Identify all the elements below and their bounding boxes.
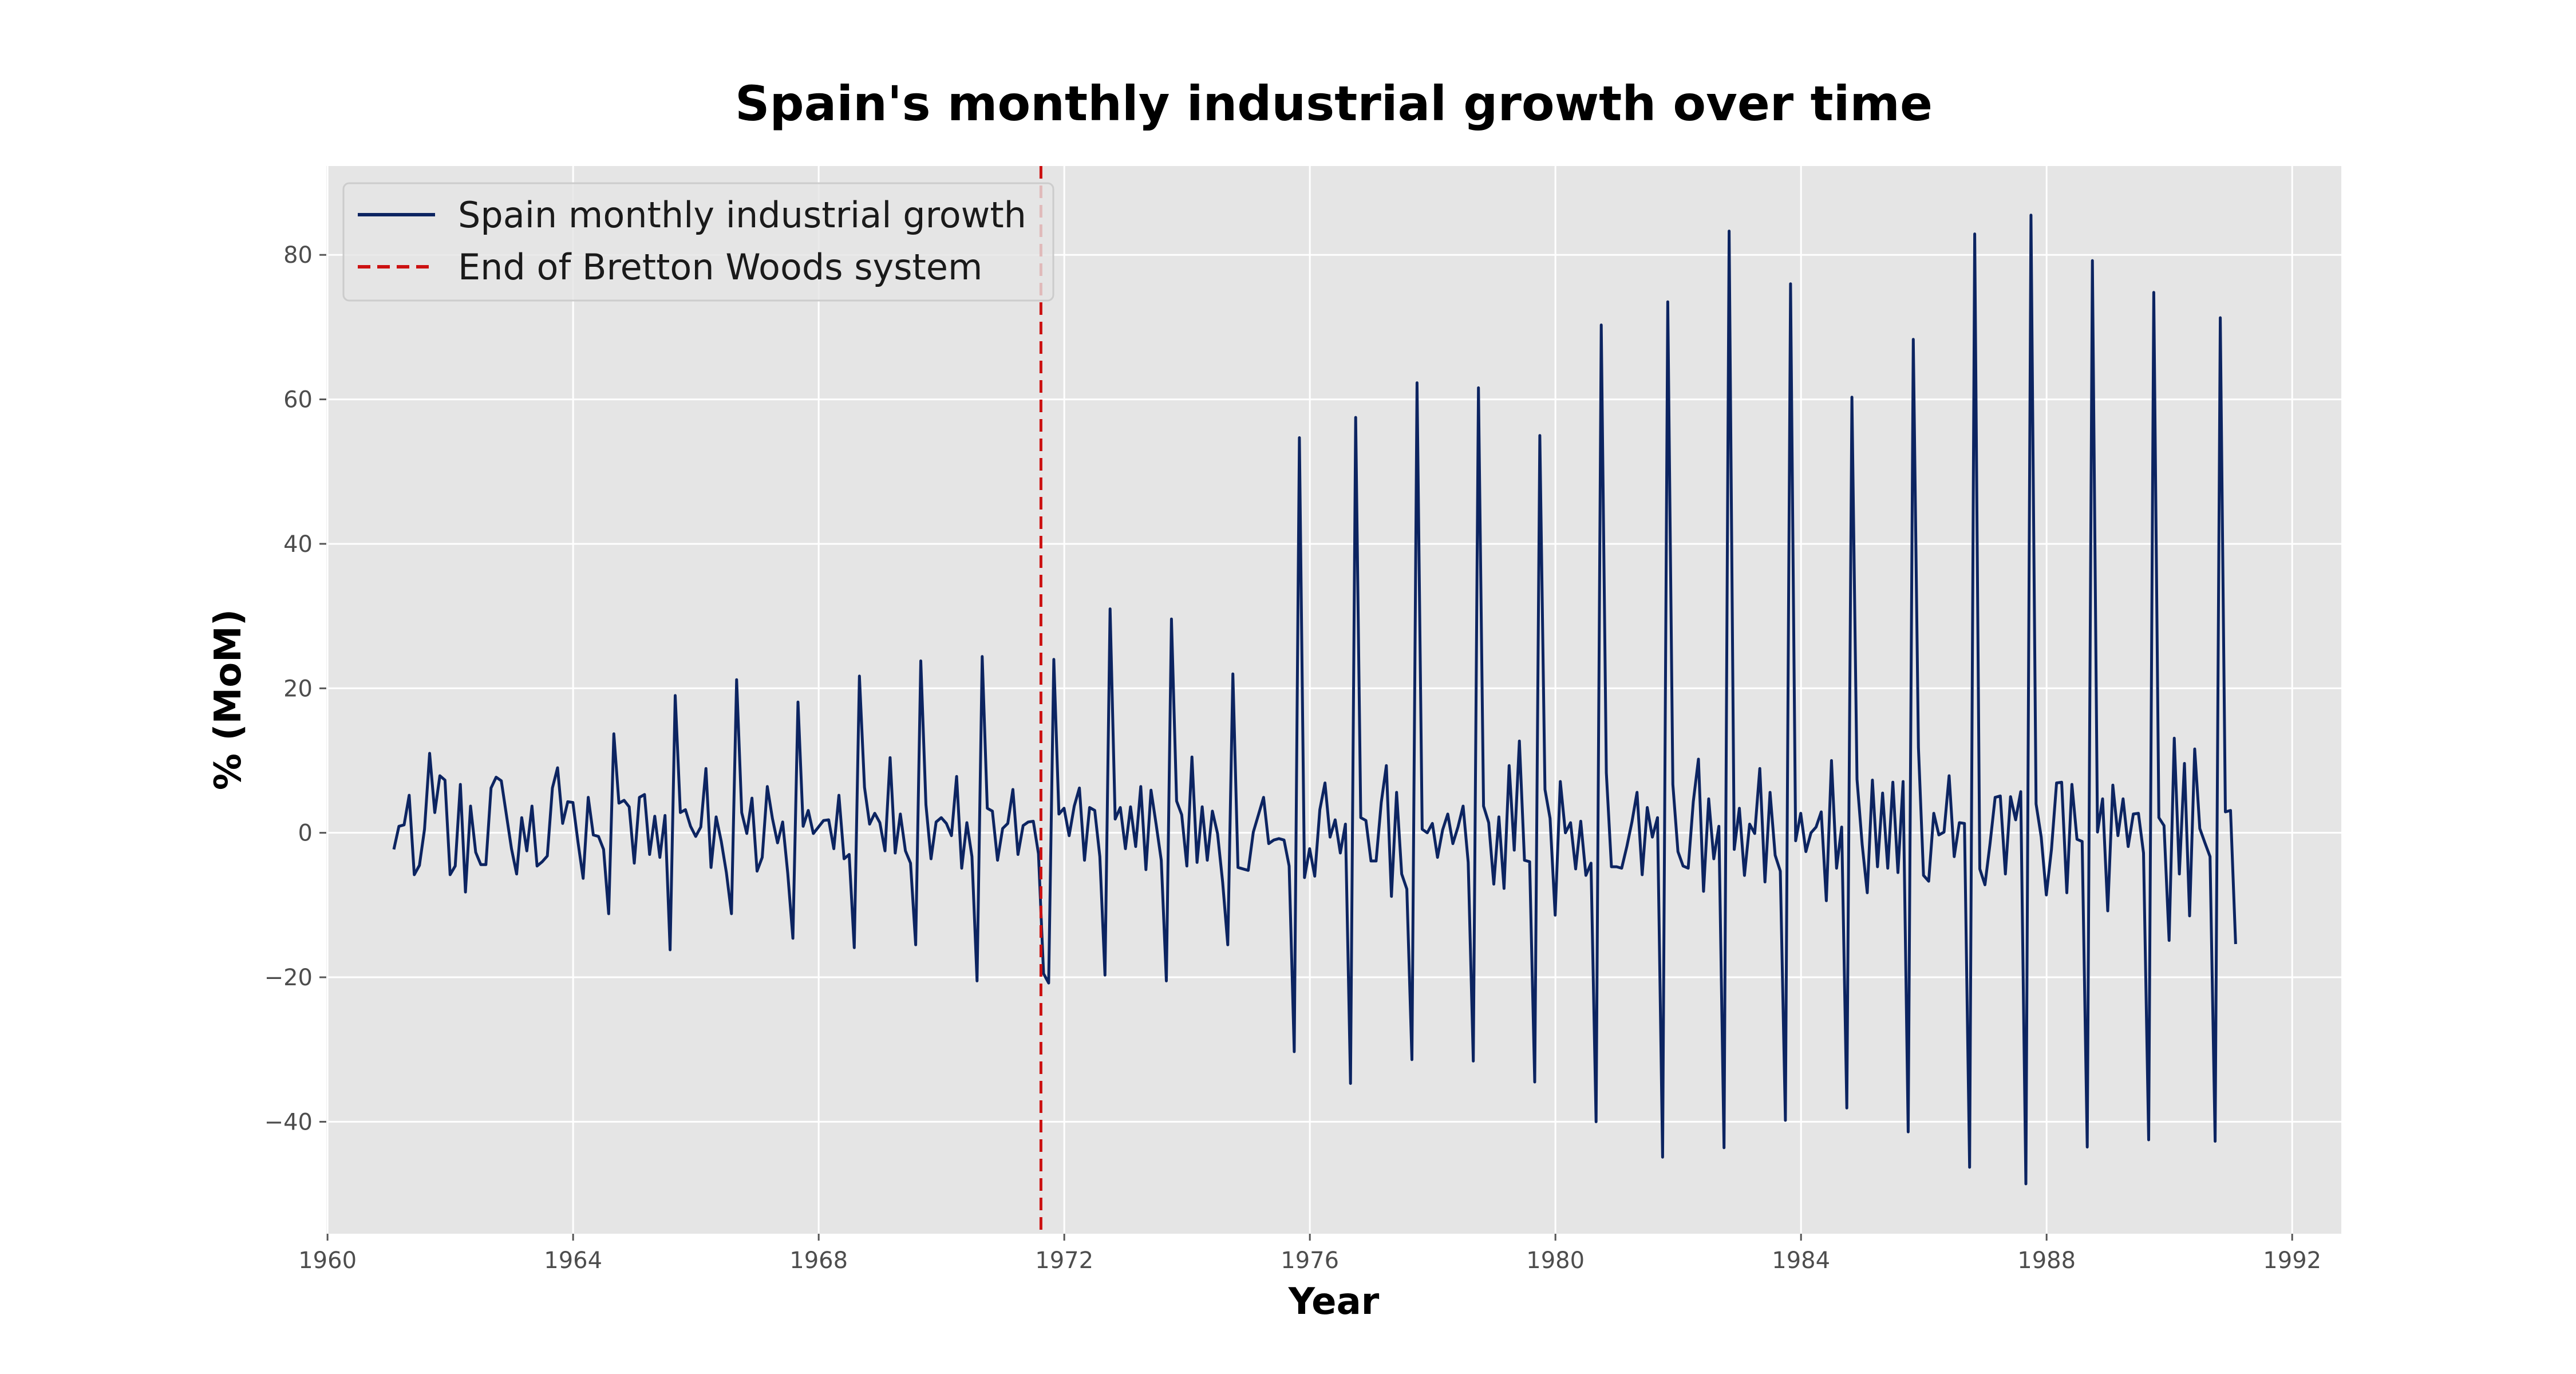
x-tick-label: 1964 — [544, 1247, 602, 1274]
y-tick-label: 20 — [283, 676, 313, 702]
plot-area — [326, 166, 2341, 1234]
y-tick-label: 60 — [283, 387, 313, 413]
legend: Spain monthly industrial growth End of B… — [342, 182, 1054, 302]
series-line-industrial-growth — [392, 214, 2237, 1186]
series-group — [392, 166, 2237, 1234]
y-tick-label: 0 — [298, 820, 313, 847]
y-tick-label: −40 — [264, 1109, 313, 1135]
legend-label-bretton-woods: End of Bretton Woods system — [458, 246, 982, 288]
x-axis-ticks: 1960 1964 1968 1972 1976 1980 1984 1988 1992 — [298, 1234, 2321, 1274]
plot-background — [326, 166, 2341, 1234]
y-tick-label: 40 — [283, 531, 313, 558]
x-tick-label: 1992 — [2263, 1247, 2321, 1274]
legend-label-industrial-growth: Spain monthly industrial growth — [458, 194, 1026, 236]
x-tick-label: 1968 — [789, 1247, 848, 1274]
y-axis-ticks: −40 −20 0 20 40 60 80 — [264, 242, 326, 1135]
x-tick-label: 1972 — [1035, 1247, 1093, 1274]
y-tick-label: 80 — [283, 242, 313, 269]
legend-box — [342, 182, 1054, 302]
x-tick-label: 1960 — [298, 1247, 357, 1274]
x-axis-label: Year — [1288, 1281, 1380, 1323]
x-tick-label: 1976 — [1281, 1247, 1339, 1274]
x-tick-label: 1980 — [1526, 1247, 1585, 1274]
x-tick-label: 1988 — [2017, 1247, 2076, 1274]
chart-title: Spain's monthly industrial growth over t… — [735, 76, 1933, 132]
y-axis-label: % (MoM) — [207, 609, 250, 790]
y-tick-label: −20 — [264, 965, 313, 991]
x-tick-label: 1984 — [1772, 1247, 1830, 1274]
